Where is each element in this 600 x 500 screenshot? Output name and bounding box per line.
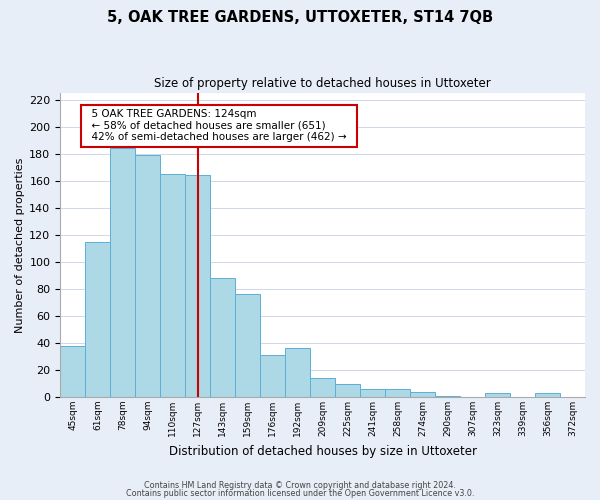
Y-axis label: Number of detached properties: Number of detached properties [15, 158, 25, 332]
Text: Contains public sector information licensed under the Open Government Licence v3: Contains public sector information licen… [126, 488, 474, 498]
Bar [110, 148, 135, 397]
Bar [435, 396, 460, 397]
Bar [235, 294, 260, 397]
Bar [160, 174, 185, 397]
Bar [535, 393, 560, 397]
Bar [60, 346, 85, 397]
X-axis label: Distribution of detached houses by size in Uttoxeter: Distribution of detached houses by size … [169, 444, 476, 458]
Bar [85, 242, 110, 397]
Text: 5, OAK TREE GARDENS, UTTOXETER, ST14 7QB: 5, OAK TREE GARDENS, UTTOXETER, ST14 7QB [107, 10, 493, 25]
Bar [185, 176, 210, 397]
Bar [210, 278, 235, 397]
Bar [485, 393, 510, 397]
Bar [335, 384, 360, 397]
Bar [135, 155, 160, 397]
Bar [410, 392, 435, 397]
Text: 5 OAK TREE GARDENS: 124sqm
  ← 58% of detached houses are smaller (651)
  42% of: 5 OAK TREE GARDENS: 124sqm ← 58% of deta… [85, 110, 353, 142]
Title: Size of property relative to detached houses in Uttoxeter: Size of property relative to detached ho… [154, 78, 491, 90]
Bar [385, 389, 410, 397]
Bar [310, 378, 335, 397]
Bar [360, 389, 385, 397]
Bar [260, 355, 285, 397]
Bar [285, 348, 310, 397]
Text: Contains HM Land Registry data © Crown copyright and database right 2024.: Contains HM Land Registry data © Crown c… [144, 481, 456, 490]
